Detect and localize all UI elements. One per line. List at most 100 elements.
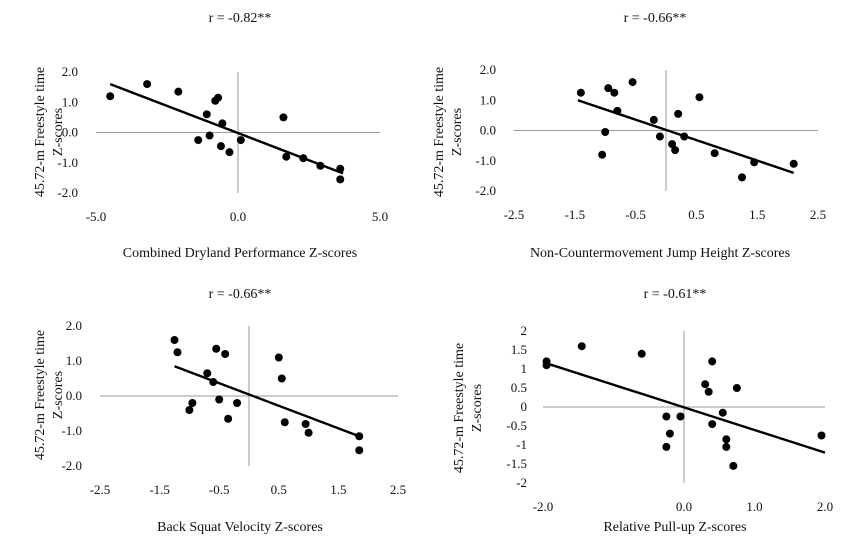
y-tick-label: -2.0	[475, 183, 496, 198]
data-point	[576, 88, 585, 97]
data-point	[665, 429, 674, 438]
y-tick-label: 2	[521, 323, 528, 338]
x-tick-label: 1.5	[749, 207, 765, 222]
trendline	[546, 362, 826, 454]
y-tick-label: -1.0	[61, 423, 82, 438]
data-point	[301, 420, 310, 428]
y-axis-label: 45.72-m Freestyle time	[33, 330, 48, 460]
y-tick-label: 2.0	[480, 62, 496, 77]
x-tick-label: -0.5	[625, 207, 646, 222]
data-point	[233, 399, 242, 407]
data-point	[718, 408, 727, 417]
data-point	[225, 148, 234, 157]
data-point	[277, 374, 286, 383]
x-tick-label: -1.5	[149, 482, 170, 497]
y-tick-label: 1.0	[62, 94, 78, 109]
data-point	[655, 132, 664, 141]
data-point	[674, 109, 683, 118]
data-point	[214, 93, 223, 102]
y-tick-label: -1.0	[57, 155, 78, 170]
y-axis-label: 45.72-m Freestyle time	[33, 67, 48, 197]
data-point	[336, 164, 345, 173]
y-tick-label: 0.0	[480, 123, 496, 138]
data-point	[649, 115, 658, 124]
x-tick-label: 2.5	[390, 482, 406, 497]
chart-panel-4: r = -0.61** -2.0 0.0 1.0 2.0 -2 -1.5 -1 -0.5 0 0.5…	[452, 287, 833, 535]
y-tick-label: -1.0	[475, 153, 496, 168]
chart-title: r = -0.66**	[209, 287, 272, 302]
data-point	[224, 414, 233, 423]
x-tick-label: 1.5	[330, 482, 346, 497]
data-point	[680, 132, 689, 141]
y-axis-label: Z-scores	[450, 108, 465, 156]
data-point	[205, 131, 214, 140]
data-point	[174, 87, 183, 96]
data-point	[106, 92, 115, 101]
data-point	[601, 128, 610, 137]
y-tick-label: -2.0	[57, 185, 78, 200]
y-axis-label: Z-scores	[470, 384, 485, 432]
data-point	[708, 357, 717, 366]
data-point	[729, 461, 738, 470]
x-tick-label: 0.0	[230, 209, 246, 224]
data-point	[668, 140, 677, 149]
data-point	[789, 159, 798, 168]
y-tick-label: -2.0	[61, 458, 82, 473]
data-point	[577, 342, 586, 351]
chart-title: r = -0.61**	[644, 287, 707, 302]
chart-panel-3: r = -0.66** -2.5 -1.5 -0.5 0.5 1.5 2.5 -2.0 -1.0…	[33, 287, 406, 535]
data-point	[355, 432, 364, 441]
y-tick-label: 1.5	[511, 342, 527, 357]
x-tick-label: 2.5	[810, 207, 826, 222]
data-point	[299, 154, 308, 163]
data-point	[355, 446, 364, 455]
data-point	[215, 395, 224, 404]
x-tick-label: -2.5	[504, 207, 525, 222]
y-tick-label: -0.5	[506, 418, 527, 433]
data-point	[613, 106, 622, 115]
data-point	[209, 378, 218, 386]
y-axis-label: Z-scores	[51, 108, 66, 156]
y-tick-label: 0.5	[511, 380, 527, 395]
data-point	[710, 149, 719, 158]
y-tick-label: 1.0	[480, 92, 496, 107]
data-point	[236, 136, 245, 145]
data-point	[701, 380, 710, 389]
data-point	[676, 412, 685, 421]
data-point	[732, 384, 741, 392]
data-point	[304, 428, 313, 437]
chart-title: r = -0.66**	[624, 11, 687, 26]
y-tick-label: 0.0	[66, 388, 82, 403]
data-point	[695, 93, 704, 102]
y-tick-label: -2	[516, 475, 527, 490]
data-point	[143, 80, 152, 89]
trendline	[109, 82, 344, 175]
data-point	[212, 344, 221, 353]
data-point	[274, 353, 283, 362]
y-tick-label: 1.0	[66, 353, 82, 368]
y-tick-label: 2.0	[62, 64, 78, 79]
data-point	[194, 136, 203, 145]
data-point	[336, 175, 345, 184]
data-point	[202, 110, 211, 119]
x-tick-label: 0.5	[271, 482, 287, 497]
data-point	[722, 435, 731, 444]
data-point	[188, 399, 197, 407]
data-point	[671, 146, 680, 155]
x-axis-label: Combined Dryland Performance Z-scores	[123, 246, 357, 261]
data-point	[738, 173, 746, 182]
x-tick-label: 1.0	[746, 499, 762, 514]
x-tick-label: -2.5	[90, 482, 111, 497]
x-tick-label: 0.0	[676, 499, 692, 514]
y-tick-label: -1.5	[506, 456, 527, 471]
data-point	[173, 348, 182, 357]
trendline	[174, 365, 360, 438]
data-point	[170, 336, 179, 344]
data-point	[542, 361, 551, 370]
data-point	[316, 161, 325, 170]
chart-title: r = -0.82**	[209, 11, 272, 26]
y-tick-label: 2.0	[66, 318, 82, 333]
data-point	[598, 150, 607, 159]
x-axis-label: Relative Pull-up Z-scores	[603, 520, 746, 535]
